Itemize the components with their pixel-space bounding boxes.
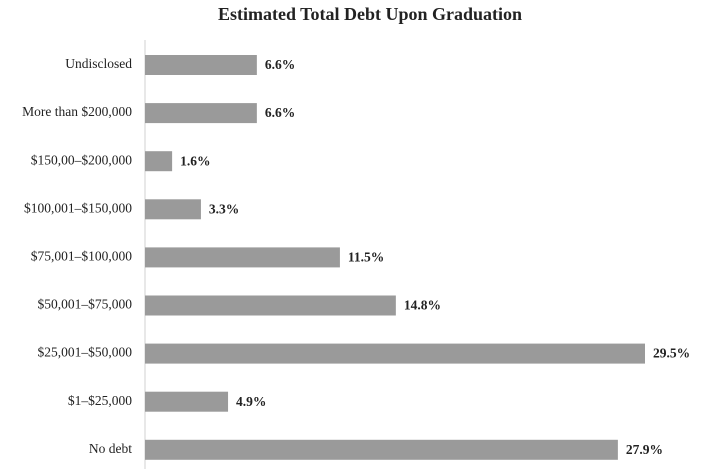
y-tick-label: $25,001–$50,000 <box>38 345 133 360</box>
bar <box>145 199 201 220</box>
bar <box>145 391 229 412</box>
y-tick-label: More than $200,000 <box>22 104 132 119</box>
bar <box>145 151 173 172</box>
y-tick-label: No debt <box>89 441 132 456</box>
chart-title: Estimated Total Debt Upon Graduation <box>218 4 522 24</box>
bar <box>145 103 257 124</box>
bar <box>145 343 645 364</box>
y-tick-label: $75,001–$100,000 <box>31 248 133 263</box>
data-label: 14.8% <box>404 298 441 313</box>
data-label: 27.9% <box>626 442 663 457</box>
y-tick-label: $50,001–$75,000 <box>38 297 133 312</box>
bar <box>145 247 340 268</box>
data-label: 6.6% <box>265 105 295 120</box>
data-label: 29.5% <box>653 346 690 361</box>
data-label: 1.6% <box>180 153 210 168</box>
bar <box>145 439 618 460</box>
data-label: 3.3% <box>209 201 239 216</box>
bar <box>145 55 257 75</box>
data-label: 6.6% <box>265 57 295 72</box>
data-label: 4.9% <box>236 394 266 409</box>
bar <box>145 295 396 316</box>
y-tick-label: $1–$25,000 <box>68 393 132 408</box>
y-tick-label: $100,001–$150,000 <box>24 200 132 215</box>
y-tick-label: Undisclosed <box>65 56 132 71</box>
data-label: 11.5% <box>348 249 384 264</box>
y-tick-label: $150,00–$200,000 <box>31 152 133 167</box>
